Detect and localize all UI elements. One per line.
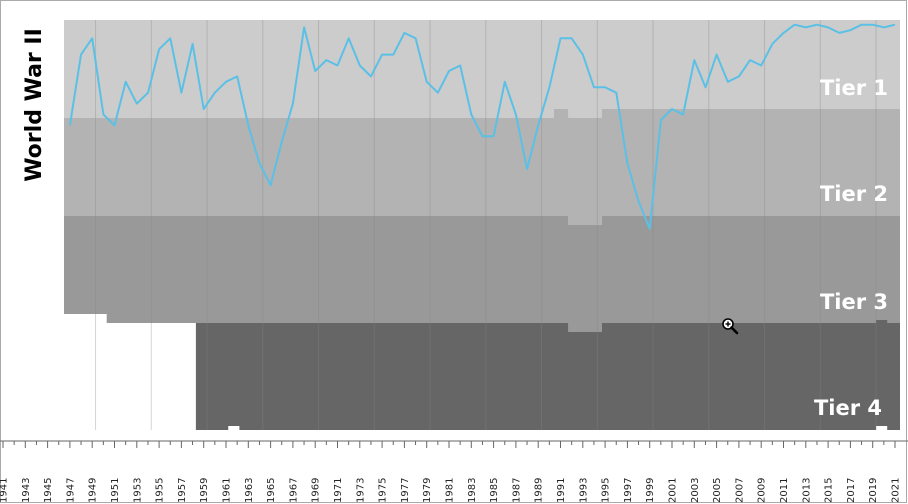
x-tick-label: 1959 bbox=[199, 478, 210, 503]
x-tick-label: 1973 bbox=[355, 478, 366, 503]
x-tick-label: 1945 bbox=[43, 478, 54, 503]
x-tick-label: 1955 bbox=[155, 478, 166, 503]
x-tick-label: 1983 bbox=[467, 478, 478, 503]
tier-4-label: Tier 4 bbox=[814, 396, 882, 420]
world-war-ii-label: World War II bbox=[22, 28, 47, 182]
tier-3-band bbox=[64, 216, 900, 332]
tier-3-label: Tier 3 bbox=[820, 290, 888, 314]
x-tick-label: 1957 bbox=[177, 478, 188, 503]
tier-1-band bbox=[64, 20, 900, 118]
x-axis-minor-ticks bbox=[2, 441, 896, 448]
x-tick-label: 1951 bbox=[110, 478, 121, 503]
position-points bbox=[69, 24, 896, 229]
x-tick-label: 1995 bbox=[601, 478, 612, 503]
x-tick-label: 1981 bbox=[445, 478, 456, 503]
tier-1-label: Tier 1 bbox=[820, 76, 888, 100]
x-tick-label: 1987 bbox=[511, 478, 522, 503]
x-tick-label: 2001 bbox=[668, 478, 679, 503]
x-tick-label: 1941 bbox=[0, 478, 10, 503]
x-tick-label: 2007 bbox=[734, 478, 745, 503]
x-tick-label: 1965 bbox=[266, 478, 277, 503]
x-tick-label: 1975 bbox=[378, 478, 389, 503]
tier-4-band bbox=[195, 320, 900, 430]
x-tick-label: 1977 bbox=[400, 478, 411, 503]
x-tick-label: 2003 bbox=[690, 478, 701, 503]
x-tick-label: 1993 bbox=[578, 478, 589, 503]
x-tick-label: 2009 bbox=[757, 478, 768, 503]
x-tick-label: 2011 bbox=[779, 478, 790, 503]
x-tick-label: 1997 bbox=[623, 478, 634, 503]
x-tick-label: 2005 bbox=[712, 478, 723, 503]
x-tick-label: 1999 bbox=[645, 478, 656, 503]
x-tick-label: 2013 bbox=[801, 478, 812, 503]
vertical-gridlines bbox=[95, 20, 877, 430]
x-tick-label: 1961 bbox=[222, 478, 233, 503]
x-tick-label: 1943 bbox=[21, 478, 32, 503]
x-tick-label: 1971 bbox=[333, 478, 344, 503]
x-axis-tick-labels: 1941 1943 1945 1947 1949 1951 1953 1955 1957 1959… bbox=[0, 478, 902, 503]
x-tick-label: 1985 bbox=[489, 478, 500, 503]
x-tick-label: 1989 bbox=[534, 478, 545, 503]
x-tick-label: 2021 bbox=[891, 478, 902, 503]
x-tick-label: 1991 bbox=[556, 478, 567, 503]
tier-2-band bbox=[64, 109, 900, 225]
x-tick-label: 2015 bbox=[824, 478, 835, 503]
tier-2-label: Tier 2 bbox=[820, 182, 888, 206]
x-tick-label: 1953 bbox=[132, 478, 143, 503]
x-tick-label: 1969 bbox=[311, 478, 322, 503]
x-tick-label: 1947 bbox=[65, 478, 76, 503]
x-tick-label: 1949 bbox=[88, 478, 99, 503]
x-tick-label: 2017 bbox=[846, 478, 857, 503]
x-tick-label: 1967 bbox=[288, 478, 299, 503]
x-tick-label: 2019 bbox=[868, 478, 879, 503]
x-tick-label: 1963 bbox=[244, 478, 255, 503]
x-tick-label: 1979 bbox=[422, 478, 433, 503]
zoom-in-icon[interactable] bbox=[721, 317, 739, 335]
